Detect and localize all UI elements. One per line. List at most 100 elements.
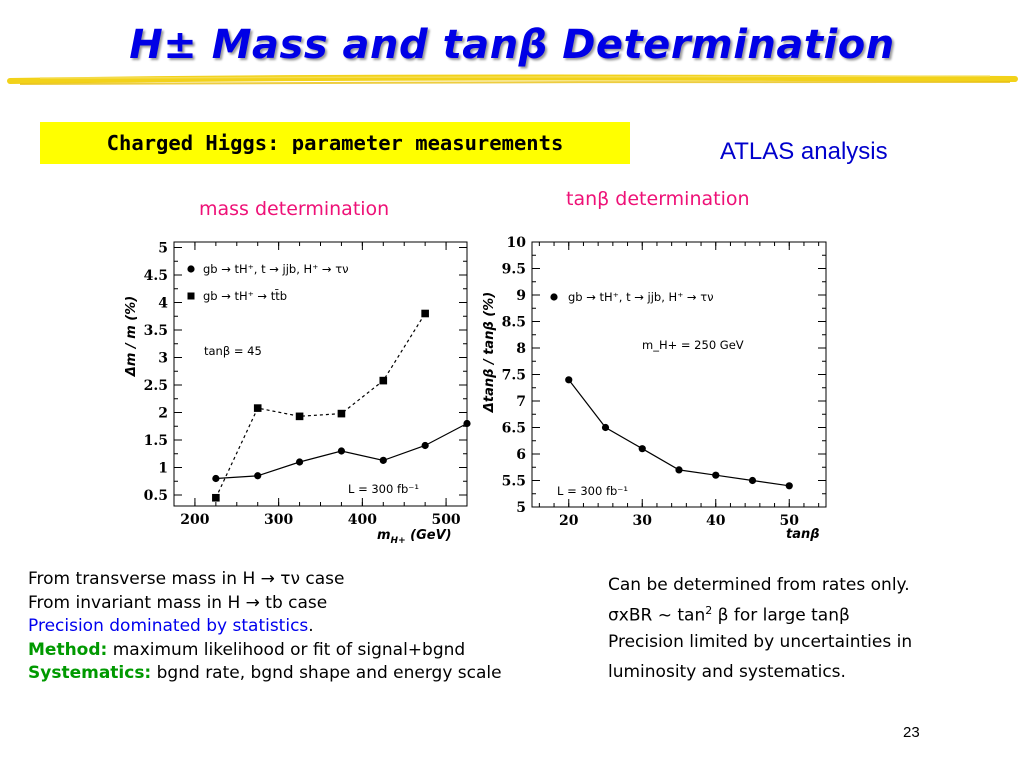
tanb-chart-legend: gb → tH⁺, t → jjb, H⁺ → τν bbox=[550, 290, 714, 304]
systematics-label: Systematics: bbox=[28, 663, 152, 683]
parameter-measurements-box: Charged Higgs: parameter measurements bbox=[40, 122, 630, 164]
tanb-annotation: tanβ = 45 bbox=[204, 344, 262, 358]
sigma-br-a: σxBR ~ tan bbox=[608, 605, 706, 626]
y-tick-label: 2.5 bbox=[144, 378, 168, 394]
mass-chart-ticks: 200 300 400 500 0.5 1 1.5 2 2.5 3 3.5 4 4.5 5 bbox=[144, 241, 468, 528]
x-tick-label: 40 bbox=[706, 513, 726, 529]
y-tick-label: 4.5 bbox=[144, 268, 168, 284]
precision-period: . bbox=[308, 616, 314, 636]
legend-entry-tb: gb → tH⁺ → tt̄b bbox=[203, 289, 287, 303]
y-tick-label: 5 bbox=[516, 500, 526, 516]
x-tick-label: 400 bbox=[348, 512, 377, 528]
atlas-analysis-label: ATLAS analysis bbox=[720, 138, 888, 165]
y-tick-label: 5 bbox=[158, 241, 168, 257]
right-notes: Can be determined from rates only. σxBR … bbox=[608, 572, 1008, 685]
data-point-circle bbox=[421, 441, 429, 450]
mass-chart-axes bbox=[173, 241, 468, 507]
y-tick-label: 10 bbox=[507, 235, 527, 251]
y-tick-label: 1 bbox=[158, 461, 168, 477]
data-point-circle bbox=[601, 423, 610, 432]
invariant-mass-line: From invariant mass in H → tb case bbox=[28, 592, 328, 613]
data-point-square bbox=[379, 376, 388, 385]
data-point-circle bbox=[638, 445, 646, 453]
left-notes: From transverse mass in H → τν case From… bbox=[28, 568, 588, 686]
data-point-circle bbox=[295, 458, 304, 466]
data-point-square bbox=[212, 493, 220, 502]
rates-line: Can be determined from rates only. bbox=[608, 575, 910, 595]
data-point-square bbox=[253, 404, 262, 412]
y-tick-label: 8 bbox=[516, 341, 526, 357]
y-tick-label: 6 bbox=[516, 447, 526, 463]
data-point-circle bbox=[785, 482, 793, 490]
method-label: Method: bbox=[28, 639, 108, 660]
data-point-circle bbox=[379, 456, 387, 464]
sigma-br-sup: 2 bbox=[705, 604, 713, 617]
data-point-circle bbox=[254, 472, 262, 480]
tanb-chart-ticks: 20 30 40 50 5 5.5 6 6.5 7 7.5 8 8.5 9 9.5 10 bbox=[502, 235, 826, 529]
sigma-br-line: σxBR ~ tan2 β for large tanβ bbox=[608, 598, 1008, 629]
method-line: Method: maximum likelihood or fit of sig… bbox=[28, 639, 588, 663]
luminosity-line: luminosity and systematics. bbox=[608, 659, 1008, 685]
page-number: 23 bbox=[903, 724, 920, 741]
luminosity-annotation: L = 300 fb⁻¹ bbox=[348, 482, 419, 496]
transverse-mass-line: From transverse mass in H → τν case bbox=[28, 569, 345, 589]
y-tick-label: 4 bbox=[158, 296, 168, 312]
systematics-text: bgnd rate, bgnd shape and energy scale bbox=[151, 663, 502, 683]
mass-chart-xlabel: mH+ (GeV) bbox=[377, 528, 452, 546]
y-tick-label: 6.5 bbox=[502, 421, 526, 437]
data-point-circle bbox=[212, 474, 220, 483]
x-tick-label: 50 bbox=[780, 513, 800, 529]
legend-marker-circle bbox=[550, 293, 558, 301]
mass-annotation: m_H+ = 250 GeV bbox=[642, 338, 744, 352]
legend-marker-circle bbox=[187, 265, 195, 273]
x-tick-label: 30 bbox=[633, 513, 653, 529]
y-tick-label: 8.5 bbox=[502, 315, 526, 331]
y-tick-label: 9 bbox=[516, 288, 526, 304]
y-tick-label: 7 bbox=[516, 394, 526, 410]
y-tick-label: 9.5 bbox=[502, 262, 526, 278]
y-tick-label: 3.5 bbox=[144, 323, 168, 339]
mass-determination-chart: 200 300 400 500 0.5 1 1.5 2 2.5 3 3.5 4 4.5 5 gb → tH… bbox=[124, 241, 471, 546]
y-tick-label: 5.5 bbox=[502, 474, 526, 490]
y-tick-label: 2 bbox=[158, 406, 168, 422]
data-point-square bbox=[295, 412, 304, 421]
legend-entry-tau-nu: gb → tH⁺, t → jjb, H⁺ → τν bbox=[568, 290, 714, 304]
series-line-2 bbox=[215, 313, 426, 499]
luminosity-period: . bbox=[840, 661, 846, 682]
box-label: Charged Higgs: parameter measurements bbox=[106, 131, 564, 155]
x-tick-label: 20 bbox=[559, 513, 579, 529]
precision-line: Precision dominated by statistics. bbox=[28, 615, 588, 639]
legend-entry-tau-nu: gb → tH⁺, t → jjb, H⁺ → τν bbox=[203, 262, 349, 276]
tanb-chart-xlabel: tanβ bbox=[786, 527, 820, 542]
tanb-chart-ylabel: Δtanβ / tanβ (%) bbox=[482, 292, 497, 413]
uncertainties-line: Precision limited by uncertainties in bbox=[608, 631, 913, 652]
y-tick-label: 0.5 bbox=[144, 488, 168, 504]
mass-chart-legend: gb → tH⁺, t → jjb, H⁺ → τν gb → tH⁺ → tt… bbox=[187, 262, 349, 303]
data-point-circle bbox=[748, 476, 757, 485]
y-tick-label: 3 bbox=[158, 351, 168, 367]
y-tick-label: 1.5 bbox=[144, 433, 168, 449]
data-point-circle bbox=[337, 447, 346, 455]
luminosity-annotation: L = 300 fb⁻¹ bbox=[557, 484, 628, 498]
mass-determination-heading: mass determination bbox=[199, 198, 390, 220]
tanb-chart-series bbox=[565, 376, 793, 490]
data-point-circle bbox=[675, 466, 683, 474]
y-tick-label: 7.5 bbox=[502, 368, 526, 384]
data-point-circle bbox=[463, 419, 471, 428]
data-point-circle bbox=[565, 376, 573, 384]
data-point-circle bbox=[712, 471, 720, 479]
systematics-line: Systematics: bgnd rate, bgnd shape and e… bbox=[28, 662, 538, 686]
tanb-determination-heading: tanβ determination bbox=[566, 188, 750, 210]
x-tick-label: 500 bbox=[431, 512, 460, 528]
mass-chart-ylabel: Δm / m (%) bbox=[124, 296, 139, 377]
x-tick-label: 300 bbox=[264, 512, 293, 528]
method-text: maximum likelihood or fit of signal+bgnd bbox=[107, 639, 466, 660]
x-tick-label: 200 bbox=[180, 512, 209, 528]
precision-text: Precision dominated by statistics bbox=[28, 616, 309, 636]
tanb-determination-chart: 20 30 40 50 5 5.5 6 6.5 7 7.5 8 8.5 9 9.5 10 gb → tH⁺,… bbox=[482, 235, 827, 542]
sigma-br-b: β for large tanβ bbox=[712, 605, 850, 626]
legend-marker-square bbox=[187, 292, 195, 300]
data-point-square bbox=[337, 409, 346, 418]
luminosity-text: luminosity and systematics bbox=[608, 661, 841, 682]
slide-title: H± Mass and tanβ Determination bbox=[129, 22, 895, 68]
